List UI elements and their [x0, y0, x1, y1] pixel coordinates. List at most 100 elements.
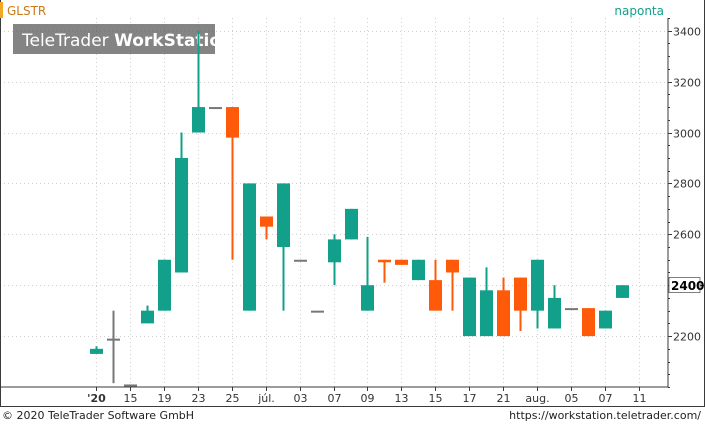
x-axis-ticks: '20 15 19 23 25 júl. 03 07 09 13 15 17 21 aug. 05 07 11 — [87, 387, 647, 405]
candle — [565, 308, 578, 311]
candle-body — [531, 259, 544, 311]
ticker-symbol: GLSTR — [7, 4, 46, 18]
candle-body — [412, 259, 425, 281]
candle — [497, 277, 510, 337]
watermark-text: TeleTrader WorkStation — [21, 31, 233, 51]
candle — [294, 259, 307, 262]
candle — [260, 216, 273, 240]
x-tick-label: 11 — [633, 392, 647, 405]
candle — [345, 208, 358, 240]
x-tick-label: aug. — [525, 392, 549, 405]
ticker-marker — [0, 2, 3, 18]
candle-body — [277, 183, 290, 248]
x-tick-label: 09 — [361, 392, 375, 405]
candle — [378, 259, 391, 283]
candle-body — [192, 107, 205, 133]
x-tick-label: 15 — [429, 392, 443, 405]
candle — [226, 107, 239, 260]
x-tick-label: 25 — [226, 392, 240, 405]
y-tick-label: 2800 — [673, 178, 701, 191]
candle-body — [124, 384, 137, 387]
x-tick-label: 21 — [497, 392, 511, 405]
candle-body — [480, 290, 493, 337]
candle — [514, 277, 527, 332]
candle-body — [209, 107, 222, 110]
candle-body — [226, 107, 239, 138]
candle — [311, 310, 324, 313]
period-label: naponta — [614, 4, 664, 18]
watermark-regular: TeleTrader — [21, 31, 114, 51]
candle — [480, 267, 493, 337]
last-price-marker: 2400 — [668, 277, 705, 293]
watermark: TeleTrader WorkStation — [13, 24, 233, 54]
candle — [107, 310, 120, 384]
candle-body — [141, 310, 154, 324]
candle-body — [429, 280, 442, 311]
candle-body — [446, 259, 459, 273]
candle-body — [328, 239, 341, 263]
candle — [548, 285, 561, 329]
candle-body — [616, 285, 629, 298]
x-tick-label: 19 — [158, 392, 172, 405]
candle-body — [463, 277, 476, 337]
y-tick-label: 3000 — [673, 128, 701, 141]
candle-body — [243, 183, 256, 311]
candle-body — [158, 259, 171, 311]
candle-body — [514, 277, 527, 311]
candle — [361, 236, 374, 311]
candle-body — [311, 310, 324, 313]
candle-body — [294, 259, 307, 262]
candle — [412, 259, 425, 281]
x-tick-label: '20 — [87, 392, 106, 405]
candle-body — [345, 208, 358, 240]
source-url[interactable]: https://workstation.teletrader.com/ — [509, 409, 701, 422]
candle — [209, 107, 222, 110]
grid-lines — [0, 18, 668, 387]
x-tick-label: 05 — [565, 392, 579, 405]
watermark-background — [13, 24, 215, 54]
candle-body — [107, 338, 120, 341]
candle — [446, 259, 459, 311]
watermark-bold: WorkStation — [114, 31, 233, 51]
candle — [141, 305, 154, 324]
x-tick-label: 15 — [124, 392, 138, 405]
candle-body — [565, 308, 578, 311]
candle-body — [90, 348, 103, 354]
x-tick-label: 03 — [294, 392, 308, 405]
candle — [175, 132, 188, 273]
candle — [395, 259, 408, 265]
x-tick-label: 07 — [328, 392, 342, 405]
candle — [582, 308, 595, 337]
x-tick-label: júl. — [257, 392, 275, 405]
candle-body — [548, 297, 561, 329]
candle — [158, 259, 171, 311]
candle-body — [361, 285, 374, 311]
candles — [90, 30, 629, 387]
y-tick-label: 3400 — [673, 26, 701, 39]
candle — [243, 183, 256, 311]
candle — [124, 384, 137, 387]
x-tick-label: 07 — [599, 392, 613, 405]
candle-body — [582, 308, 595, 337]
copyright-text: © 2020 TeleTrader Software GmbH — [2, 409, 194, 422]
candle — [599, 310, 612, 329]
y-axis-ticks: 2200 2400 2600 2800 3000 3200 3400 — [668, 18, 701, 388]
candle — [616, 285, 629, 298]
candle — [463, 277, 476, 337]
candle — [90, 346, 103, 354]
candle — [531, 259, 544, 329]
y-tick-label: 3200 — [673, 77, 701, 90]
candle — [328, 234, 341, 286]
candle-body — [260, 216, 273, 227]
y-tick-label: 2200 — [673, 331, 701, 344]
x-tick-label: 17 — [463, 392, 477, 405]
candle-body — [599, 310, 612, 329]
x-tick-label: 23 — [192, 392, 206, 405]
x-tick-label: 13 — [395, 392, 409, 405]
candle — [192, 30, 205, 133]
candle-body — [395, 259, 408, 265]
candle-body — [378, 259, 391, 263]
candle-body — [497, 290, 510, 337]
y-tick-label: 2600 — [673, 229, 701, 242]
